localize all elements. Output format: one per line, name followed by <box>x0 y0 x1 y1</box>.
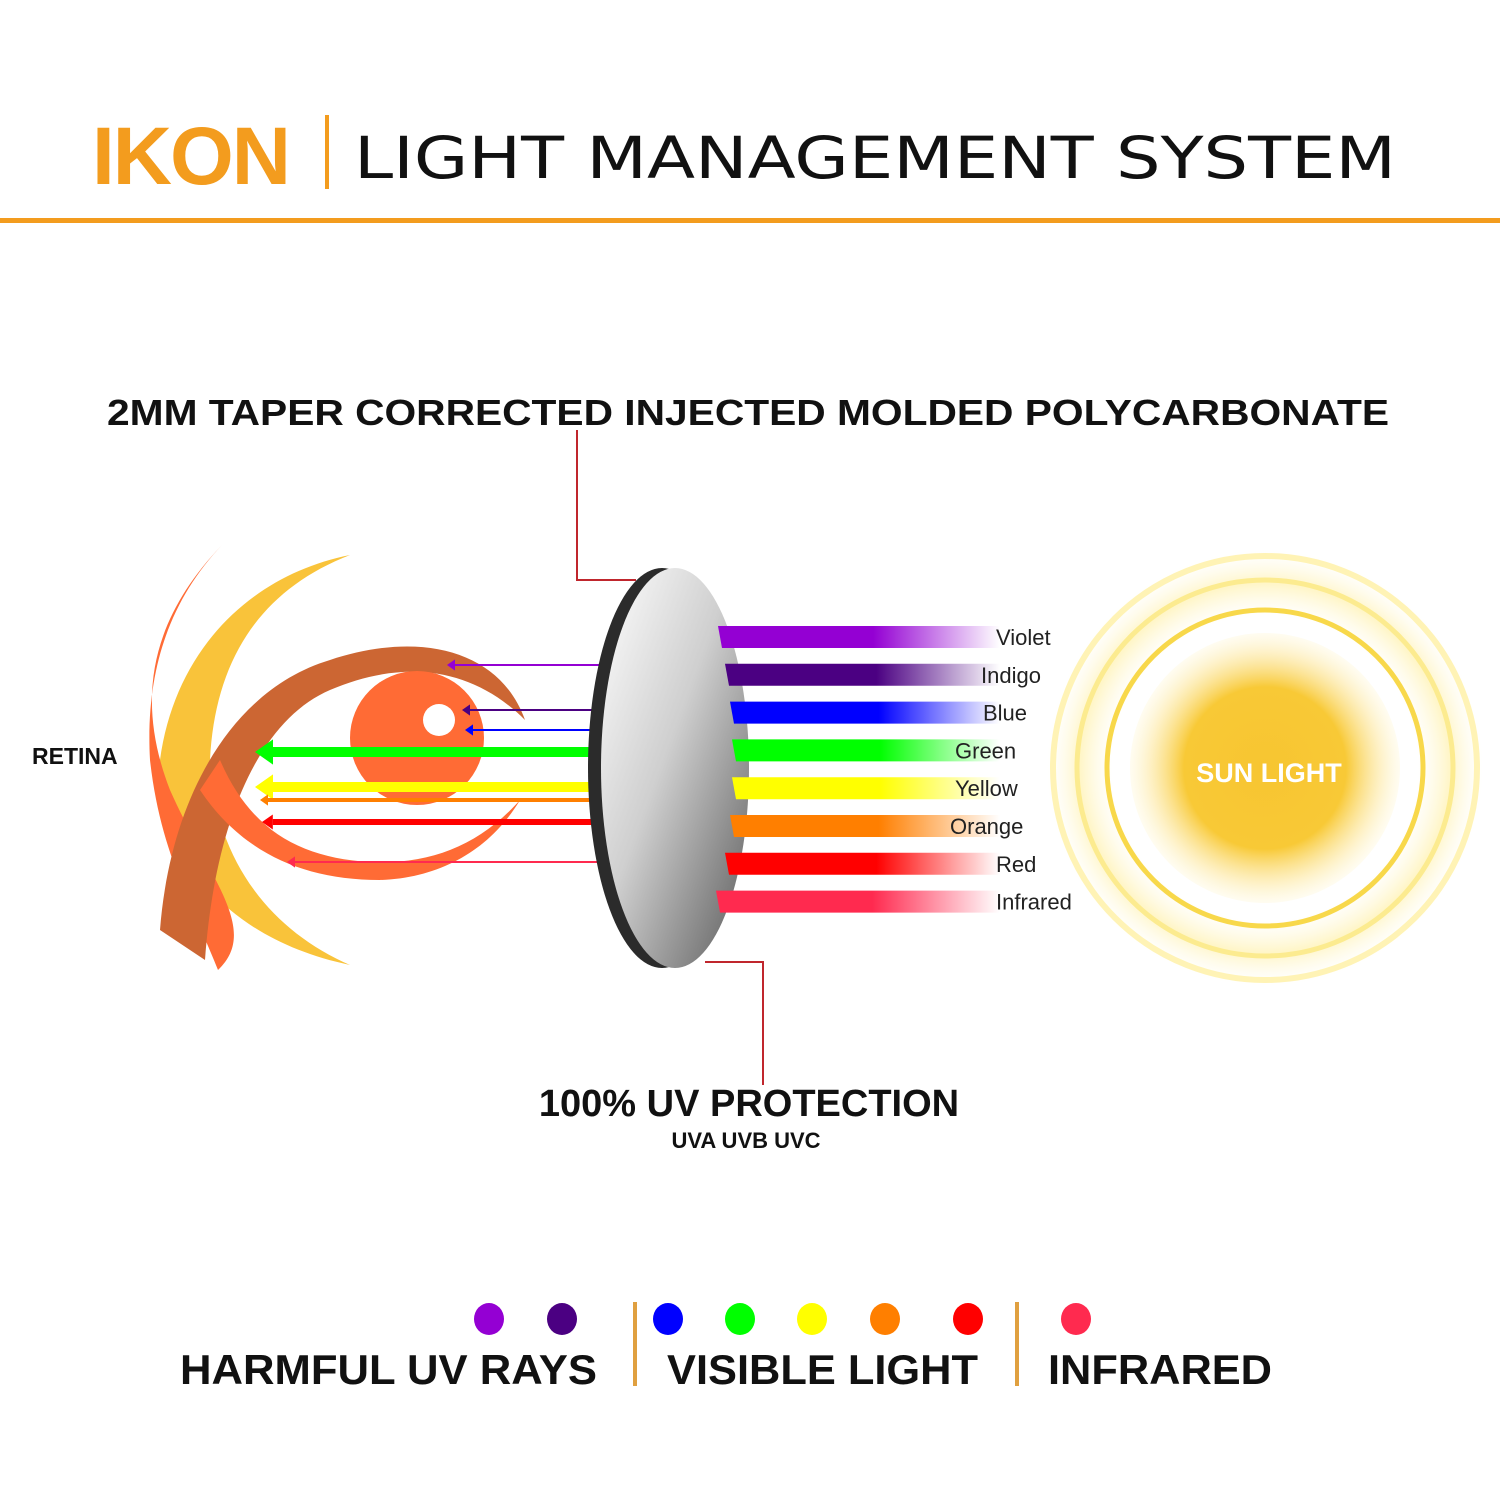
legend: HARMFUL UV RAYS VISIBLE LIGHT INFRARED <box>180 1302 1272 1393</box>
sun-label: SUN LIGHT <box>1196 758 1342 788</box>
header-subtitle: LIGHT MANAGEMENT SYSTEM <box>354 124 1396 192</box>
spectrum-label-violet: Violet <box>996 625 1051 650</box>
spectrum-label-infrared: Infrared <box>996 890 1072 915</box>
spectrum-label-indigo: Indigo <box>981 663 1041 688</box>
uv-protection-label: 100% UV PROTECTION <box>539 1083 959 1125</box>
spectrum-band-infrared <box>716 890 1000 913</box>
spectrum-label-orange: Orange <box>950 814 1023 839</box>
spectrum-band-violet <box>718 626 1000 648</box>
ray-arrow-violet <box>447 659 600 671</box>
spectrum-label-red: Red <box>996 852 1036 877</box>
legend-dot <box>653 1303 683 1335</box>
legend-dot <box>547 1303 577 1335</box>
legend-dot <box>870 1303 900 1335</box>
transmitted-rays <box>255 659 600 868</box>
sun: SUN LIGHT <box>1047 550 1483 986</box>
retina-label: RETINA <box>32 743 118 769</box>
spectrum-label-yellow: Yellow <box>955 776 1018 801</box>
spectrum-band-orange <box>730 815 1000 837</box>
legend-dot <box>953 1303 983 1335</box>
ray-arrow-infrared <box>287 856 600 868</box>
legend-dot <box>1061 1303 1091 1335</box>
lens <box>588 568 749 968</box>
uv-protection-leader <box>705 961 764 1085</box>
header-divider <box>325 115 329 189</box>
spectrum-label-green: Green <box>955 738 1016 763</box>
uv-types-label: UVA UVB UVC <box>671 1128 820 1153</box>
legend-dot <box>797 1303 827 1335</box>
legend-label-infrared: INFRARED <box>1048 1346 1272 1393</box>
header-rule <box>0 218 1500 223</box>
eye: RETINA <box>32 545 525 970</box>
legend-separator <box>633 1302 637 1386</box>
ray-arrow-yellow <box>255 774 600 800</box>
ray-arrow-blue <box>465 724 600 736</box>
ray-arrow-indigo <box>462 704 600 716</box>
ray-arrow-green <box>255 739 600 765</box>
legend-dot <box>725 1303 755 1335</box>
spectrum-bands: Violet Indigo Blue Green Yellow Orange Red Infr… <box>716 625 1072 915</box>
ray-arrow-orange <box>260 794 600 806</box>
spectrum-band-yellow <box>732 777 1000 800</box>
lens-material-label: 2MM TAPER CORRECTED INJECTED MOLDED POLY… <box>107 392 1389 433</box>
brand-logo: IKON <box>92 111 289 202</box>
spectrum-band-indigo <box>725 663 1000 686</box>
lens-material-leader <box>576 430 636 581</box>
spectrum-band-red <box>725 852 1000 875</box>
spectrum-band-green <box>732 739 1000 762</box>
legend-label-uv: HARMFUL UV RAYS <box>180 1346 597 1393</box>
ray-arrow-red <box>262 814 600 830</box>
legend-label-visible: VISIBLE LIGHT <box>667 1346 978 1393</box>
spectrum-band-blue <box>730 701 1000 724</box>
spectrum-label-blue: Blue <box>983 701 1027 726</box>
legend-separator <box>1015 1302 1019 1386</box>
legend-dot <box>474 1303 504 1335</box>
